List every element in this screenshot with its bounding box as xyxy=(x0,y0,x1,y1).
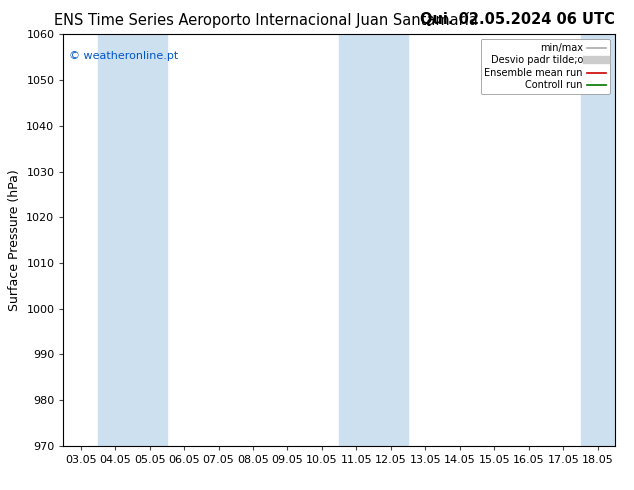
Y-axis label: Surface Pressure (hPa): Surface Pressure (hPa) xyxy=(8,169,21,311)
Bar xyxy=(98,34,167,446)
Legend: min/max, Desvio padr tilde;o, Ensemble mean run, Controll run: min/max, Desvio padr tilde;o, Ensemble m… xyxy=(481,39,610,94)
Text: © weatheronline.pt: © weatheronline.pt xyxy=(69,51,178,61)
Text: ENS Time Series Aeroporto Internacional Juan Santamaría: ENS Time Series Aeroporto Internacional … xyxy=(55,12,478,28)
Bar xyxy=(581,34,615,446)
Text: Qui. 02.05.2024 06 UTC: Qui. 02.05.2024 06 UTC xyxy=(420,12,615,27)
Bar xyxy=(339,34,408,446)
